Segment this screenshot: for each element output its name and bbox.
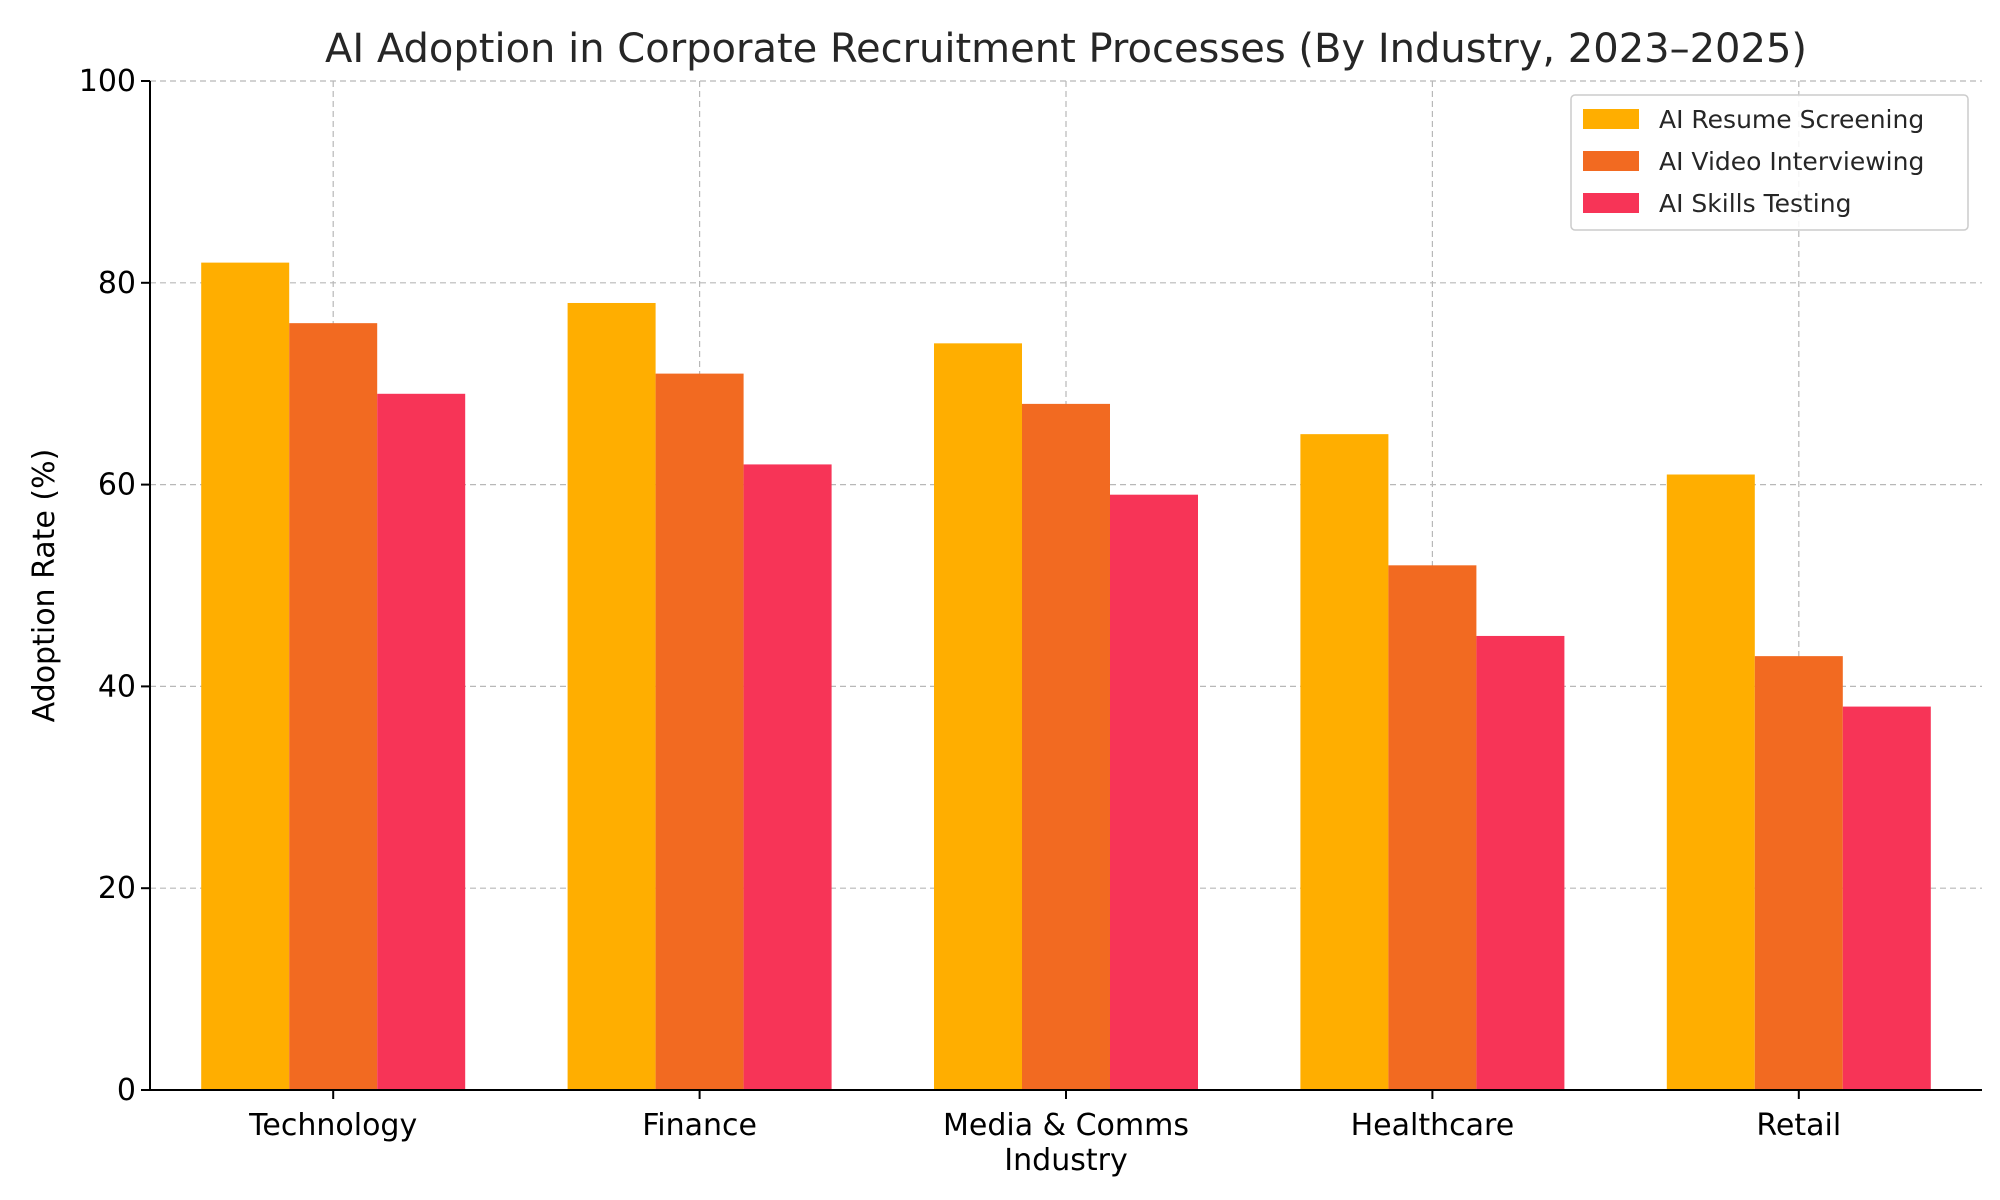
y-tick-label: 0 bbox=[117, 1073, 136, 1108]
x-tick-label: Healthcare bbox=[1351, 1108, 1515, 1143]
bar bbox=[1110, 494, 1198, 1090]
bar bbox=[1022, 403, 1110, 1090]
y-axis-label: Adoption Rate (%) bbox=[27, 449, 62, 723]
legend-swatch bbox=[1583, 193, 1639, 213]
y-tick-label: 20 bbox=[98, 871, 136, 906]
x-axis-label: Industry bbox=[1004, 1143, 1127, 1178]
legend: AI Resume Screening AI Video Interviewing… bbox=[1570, 94, 1969, 231]
x-tick-label: Technology bbox=[248, 1108, 417, 1143]
y-tick-label: 100 bbox=[79, 64, 136, 99]
y-tick-label: 80 bbox=[98, 266, 136, 301]
legend-swatch bbox=[1583, 109, 1639, 129]
legend-label: AI Resume Screening bbox=[1659, 105, 1924, 134]
bar bbox=[1476, 635, 1565, 1090]
x-tick-label: Finance bbox=[642, 1108, 757, 1143]
bar bbox=[201, 262, 290, 1090]
bar bbox=[1666, 474, 1755, 1090]
bar bbox=[655, 373, 744, 1090]
bar bbox=[377, 393, 466, 1090]
legend-label: AI Skills Testing bbox=[1659, 189, 1851, 218]
bar bbox=[1842, 706, 1931, 1090]
x-ticks: Technology Finance Media & Comms Healthcare… bbox=[248, 1090, 1841, 1143]
bar bbox=[1300, 434, 1389, 1090]
legend-box bbox=[1570, 94, 1969, 231]
bar bbox=[743, 464, 832, 1090]
y-tick-label: 40 bbox=[98, 669, 136, 704]
bar bbox=[934, 343, 1022, 1091]
legend-swatch bbox=[1583, 151, 1639, 171]
bar bbox=[1388, 565, 1477, 1090]
bars-layer bbox=[201, 262, 1931, 1091]
bar bbox=[567, 302, 656, 1091]
legend-label: AI Video Interviewing bbox=[1659, 147, 1924, 176]
x-tick-label: Retail bbox=[1756, 1108, 1841, 1143]
chart-title: AI Adoption in Corporate Recruitment Pro… bbox=[325, 26, 1807, 72]
bar bbox=[1754, 656, 1843, 1090]
bar bbox=[289, 323, 378, 1090]
y-tick-label: 60 bbox=[98, 468, 136, 503]
x-tick-label: Media & Comms bbox=[943, 1108, 1189, 1143]
y-ticks: 0 20 40 60 80 100 bbox=[79, 64, 150, 1108]
